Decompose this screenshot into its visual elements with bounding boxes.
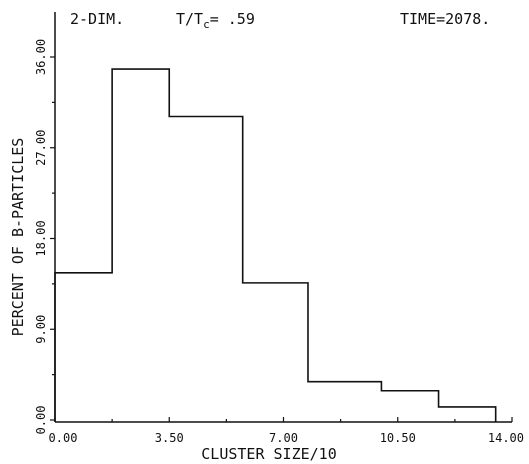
histogram-bars <box>54 68 497 422</box>
x-tick-label: 7.00 <box>269 431 298 445</box>
x-tick-label: 0.00 <box>49 431 78 445</box>
histogram-bar-4 <box>243 283 308 422</box>
y-axis-label: PERCENT OF B-PARTICLES <box>9 138 27 337</box>
histogram-bar-2 <box>112 69 169 422</box>
y-axis-ticks: 0.00 9.00 18.00 27.00 36.00 <box>34 39 55 435</box>
y-tick-label: 36.00 <box>34 39 48 75</box>
x-axis-ticks: 0.00 3.50 7.00 10.50 14.00 <box>49 417 524 445</box>
histogram-outline <box>54 68 497 422</box>
histogram-bar-5 <box>308 382 381 422</box>
histogram-bar-7 <box>439 407 496 422</box>
y-tick-label: 18.00 <box>34 220 48 256</box>
histogram-bar-6 <box>381 391 438 422</box>
header-time-label: TIME=2078. <box>400 10 490 28</box>
header-dimension-label: 2-DIM. <box>70 10 124 28</box>
x-tick-label: 14.00 <box>488 431 524 445</box>
histogram-bar-3 <box>169 116 242 422</box>
x-tick-label: 3.50 <box>155 431 184 445</box>
y-tick-label: 27.00 <box>34 130 48 166</box>
header-temperature-label: T/Tc= .59 <box>176 10 255 31</box>
y-tick-label: 0.00 <box>34 406 48 435</box>
x-axis-label: CLUSTER SIZE/10 <box>201 445 336 463</box>
y-tick-label: 9.00 <box>34 315 48 344</box>
x-tick-label: 10.50 <box>380 431 416 445</box>
histogram-bar-1 <box>55 273 112 422</box>
